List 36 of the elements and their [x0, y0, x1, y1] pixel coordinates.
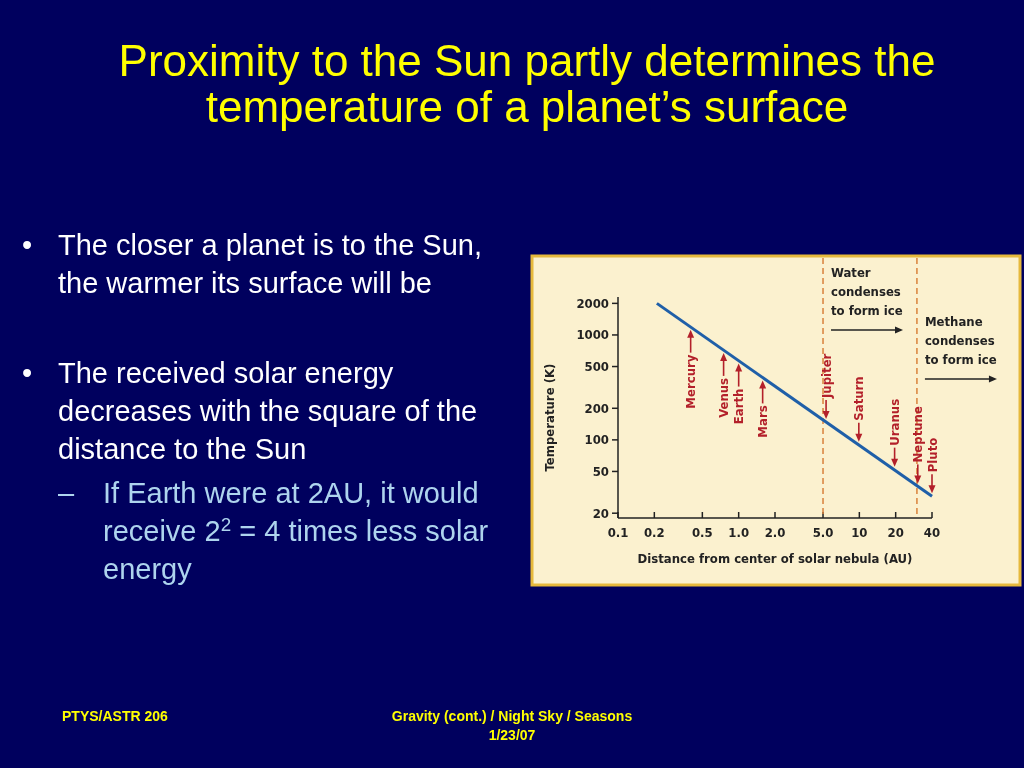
x-axis-title: Distance from center of solar nebula (AU) [637, 551, 913, 566]
annotation: Mars [755, 405, 771, 438]
annotation: Uranus [887, 398, 903, 446]
x-tick-label: 0.5 [691, 525, 713, 540]
x-tick-label: 1.0 [728, 525, 750, 540]
y-tick-label: 2000 [576, 295, 609, 311]
text: – If Earth were at 2AU, it would receive 2$^{2}$ = 4 times less solar energy [58, 477, 489, 585]
annotation: Mercury [683, 354, 699, 409]
x-tick-label: 20 [887, 525, 904, 540]
y-tick-label: 50 [592, 463, 609, 479]
annotation: Pluto [924, 437, 940, 473]
ref-line-label: Methane condenses to form ice [924, 314, 997, 367]
y-tick-label: 200 [584, 400, 609, 416]
text: 1/23/07 [488, 727, 536, 743]
text: PTYS/ASTR 206 [62, 708, 169, 724]
x-tick-label: 0.1 [607, 525, 629, 540]
x-tick-label: 10 [851, 525, 868, 540]
annotation: Venus [716, 377, 732, 418]
ref-line-label: Water condenses to form ice [831, 265, 903, 318]
annotation: Saturn [851, 376, 867, 421]
text: Gravity (cont.) / Night Sky / Seasons [391, 708, 633, 724]
annotation: Neptune [910, 406, 926, 463]
annotation: Jupiter [818, 353, 834, 399]
text: • The closer a planet is to the Sun, the warmer its surface will be [22, 229, 482, 299]
text: • The received solar energy decreases with the square of the distance to the Sun [22, 357, 478, 465]
y-tick-label: 100 [584, 432, 609, 448]
annotation: Earth [731, 388, 747, 425]
x-tick-label: 0.2 [643, 525, 665, 540]
x-tick-label: 2.0 [764, 525, 786, 540]
y-axis-title: Temperature (K) [542, 363, 557, 472]
x-tick-label: 5.0 [812, 525, 834, 540]
x-tick-label: 40 [923, 525, 941, 540]
y-tick-label: 20 [592, 505, 609, 521]
y-tick-label: 500 [584, 359, 609, 375]
y-tick-label: 1000 [576, 327, 609, 343]
chart-title: Proximity to the Sun partly determines the temperature of a planet’s surface [118, 36, 936, 131]
